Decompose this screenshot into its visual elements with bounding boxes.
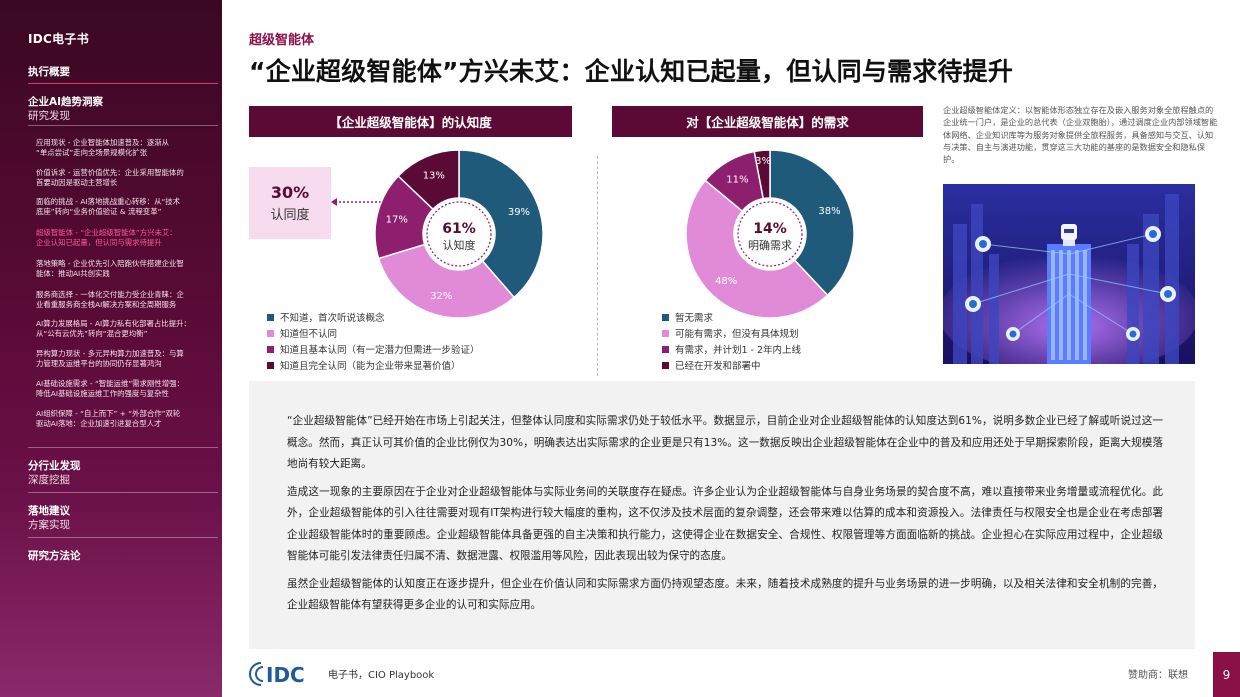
legend-swatch [662,361,669,369]
demand-donut-chart: 38% 48% 11% 3% 14% 明确需求 [685,149,855,319]
sidebar-item-super-agent[interactable]: 超级智能体 - “企业超级智能体”方兴未艾： 企业认知已起量，但认同与需求待提升 [36,228,177,247]
sidebar-brand: IDC电子书 [28,32,90,46]
demand-legend: 暂无需求可能有需求，但没有具体规划 有需求，并计划1 - 2年内上线 已经在开发和部… [662,309,801,373]
legend-entry: 不知道，首次听说该概念 [267,309,480,325]
legend-label: 知道且完全认同（能为企业带来显著价值） [280,361,461,372]
idc-logo-text: IDC [266,663,305,687]
sidebar-item-org[interactable]: AI组织保障 - “自上而下” + “外部合作”双轮 驱动AI落地：企业加速引进复… [36,409,181,428]
sidebar-item-value[interactable]: 价值诉求 - 运营价值优先：企业采用智能体的 首要动因是驱动主营增长 [36,168,184,187]
awareness-legend: 不知道，首次听说该概念 知道但不认同知道且基本认同（有一定潜力但需进一步验证） 知道… [267,309,480,373]
legend-entry: 知道但不认同 [267,325,480,341]
sidebar-divider [28,83,218,84]
city-network-illustration [943,184,1195,364]
sidebar-item-challenges[interactable]: 面临的挑战 - AI落地挑战重心转移：从“技术 底座”转向“业务价值验证 & 流程… [36,197,181,216]
chart-title-demand: 对【企业超级智能体】的需求 [612,106,923,137]
sidebar-item-strategy[interactable]: 落地策略 - 企业优先引入陪跑伙伴搭建企业智 能体：推动AI共创实践 [36,259,184,278]
sidebar-section-industry[interactable]: 分行业发现 [28,460,81,472]
legend-entry: 已经在开发和部署中 [662,357,801,373]
legend-swatch [267,361,274,369]
legend-label: 有需求，并计划1 - 2年内上线 [675,345,802,356]
sidebar-section-recommend[interactable]: 落地建议 [28,505,70,517]
legend-label: 可能有需求，但没有具体规划 [675,329,799,340]
donut-slice [458,149,544,299]
footer-label: 电子书，CIO Playbook [328,670,435,681]
slice-label: 32% [430,291,452,302]
analysis-text-box: “企业超级智能体”已经开始在市场上引起关注，但整体认同度和实际需求仍处于较低水平… [249,381,1195,649]
sidebar-section-trends-sub: 研究发现 [28,110,70,122]
legend-label: 不知道，首次听说该概念 [280,313,385,324]
center-label: 明确需求 [748,239,792,252]
legend-entry: 有需求，并计划1 - 2年内上线 [662,341,801,357]
sidebar-divider [28,125,218,126]
legend-entry: 可能有需求，但没有具体规划 [662,325,801,341]
idc-logo: IDC [249,660,317,692]
center-value: 61% [442,221,476,237]
donut-slice [753,149,771,200]
sidebar: IDC电子书 执行概要 企业AI趋势洞察 研究发现 应用现状 - 企业智能体加速… [0,0,222,697]
legend-swatch [662,329,669,337]
center-value: 14% [753,221,787,237]
sidebar-section-recommend-sub: 方案实现 [28,519,70,531]
legend-label: 暂无需求 [675,313,714,324]
donut-slice [377,243,516,319]
center-label: 认知度 [443,238,476,252]
body-paragraph: 虽然企业超级智能体的认知度正在逐步提升，但企业在价值认同和实际需求方面仍持观望态… [287,577,1163,612]
legend-entry: 知道且完全认同（能为企业带来显著价值） [267,357,480,373]
donut-center [737,201,803,267]
page-number: 9 [1213,652,1240,697]
sidebar-section-summary[interactable]: 执行概要 [28,66,70,78]
body-paragraph: 造成这一现象的主要原因在于企业对企业超级智能体与实际业务间的关联度存在疑虑。许多… [287,485,1163,563]
sidebar-divider [28,492,218,493]
sidebar-item-heterogeneous[interactable]: 异构算力现状 - 多元异构算力加速普及：与算 力管理及运维平台的协同仍存显著鸿沟 [36,349,184,368]
chart-title-awareness: 【企业超级智能体】的认知度 [249,106,572,137]
slice-label: 11% [726,174,748,185]
recognition-callout: 30% 认同度 [249,167,331,239]
legend-swatch [267,313,274,321]
legend-entry: 知道且基本认同（有一定潜力但需进一步验证） [267,341,480,357]
donut-slice [769,149,855,297]
page-title: “企业超级智能体”方兴未艾：企业认知已起量，但认同与需求待提升 [249,57,1014,86]
legend-label: 已经在开发和部署中 [675,361,761,372]
sidebar-divider [28,447,218,448]
awareness-donut-chart: 39% 32% 17% 13% 61%认知度 [374,149,544,319]
callout-value: 30% [270,183,310,202]
legend-label: 知道但不认同 [280,329,338,340]
sidebar-section-trends[interactable]: 企业AI趋势洞察 [28,96,104,108]
section-kicker: 超级智能体 [249,33,315,48]
sidebar-section-method[interactable]: 研究方法论 [28,550,81,562]
sidebar-divider [28,537,218,538]
donut-center [426,201,492,267]
legend-swatch [662,313,669,321]
slice-label: 38% [818,206,840,217]
sidebar-item-provider[interactable]: 服务商选择 - 一体化交付能力受企业青睐：企 业看重服务商全栈AI解决方案和全周期… [36,290,184,309]
slice-label: 3% [755,156,771,167]
slice-label: 48% [715,276,737,287]
sidebar-item-infra[interactable]: AI基础设施需求 - “智能运维”需求刚性增强： 降低AI基础设施运维工作的强度与… [36,379,184,398]
legend-swatch [267,345,274,353]
legend-entry: 暂无需求 [662,309,801,325]
definition-text: 企业超级智能体定义：以智能体形态独立存在及嵌入服务对象全旅程触点的企业统一门户，… [943,105,1218,165]
slice-label: 13% [423,171,445,182]
slice-label: 17% [386,215,408,226]
legend-swatch [662,345,669,353]
slice-label: 39% [508,207,530,218]
callout-label: 认同度 [270,208,310,223]
legend-swatch [267,329,274,337]
donut-slice [685,179,829,319]
sidebar-section-industry-sub: 深度挖掘 [28,474,70,486]
legend-label: 知道且基本认同（有一定潜力但需进一步验证） [280,345,480,356]
donut-slice [397,149,460,211]
body-paragraph: “企业超级智能体”已经开始在市场上引起关注，但整体认同度和实际需求仍处于较低水平… [287,415,1163,470]
chart-divider [597,156,598,376]
footer-sponsor: 赞助商：联想 [1128,670,1188,681]
sidebar-item-compute[interactable]: AI算力发展格局 - AI算力私有化部署占比提升： 从“公有云优先”转向“混合更均… [36,319,191,338]
sidebar-item-status[interactable]: 应用现状 - 企业智能体加速普及：逐渐从 “单点尝试”走向全场景规模化扩张 [36,138,170,157]
